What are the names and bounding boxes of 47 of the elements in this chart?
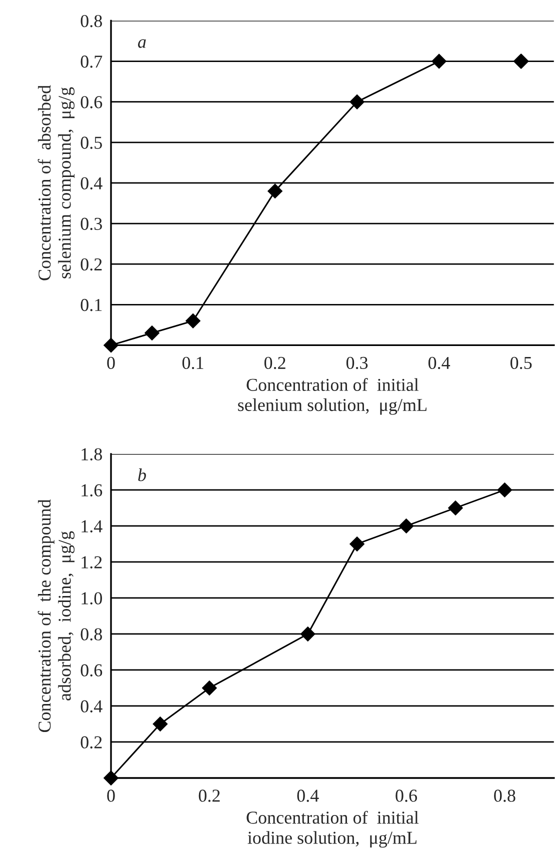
point xyxy=(268,184,282,198)
point xyxy=(202,680,217,696)
x-tick-label: 0.2 xyxy=(198,790,220,802)
x-tick-label: 0 xyxy=(107,356,115,370)
point xyxy=(398,518,414,534)
annotation: a xyxy=(138,39,146,48)
y-tick-label: 0.4 xyxy=(80,700,102,713)
y-tick-label: 0.4 xyxy=(80,177,102,190)
x-tick-label: 0.4 xyxy=(428,356,450,370)
y-tick-label: 0.6 xyxy=(80,96,102,108)
y-tick-label: 0.7 xyxy=(80,56,102,68)
y-tick-label: 0.8 xyxy=(80,628,102,640)
y-tick-label: 0.2 xyxy=(80,258,102,271)
point xyxy=(300,626,316,642)
x-tick-label: 0.3 xyxy=(346,356,368,370)
y-tick-label: 1.4 xyxy=(82,520,102,532)
x-tick-label: 0 xyxy=(107,790,115,802)
x-tick-label: 0.8 xyxy=(494,790,516,802)
point xyxy=(144,326,160,340)
y-tick-label: 1.2 xyxy=(82,556,102,568)
point xyxy=(186,313,200,328)
y-axis-title: Concentration of absorbed selenium compound, μg/g xyxy=(38,85,75,280)
y-tick-label: 0.5 xyxy=(80,136,102,149)
point xyxy=(350,536,364,552)
y-axis-title: Concentration of the compound adsorbed, iodine, μg/g xyxy=(38,499,75,732)
y-tick-label: 0.6 xyxy=(80,664,102,676)
point xyxy=(152,716,168,732)
y-tick-label: 0.3 xyxy=(80,218,102,230)
y-tick-label: 1.6 xyxy=(82,484,102,496)
x-axis-title: Concentration of initial selenium solution, μg/mL xyxy=(238,378,426,415)
y-tick-label: 0.8 xyxy=(80,14,102,28)
point xyxy=(350,94,364,110)
y-tick-label: 1.0 xyxy=(82,592,102,604)
x-axis-title: Concentration of initial iodine solution, μg/mL xyxy=(246,810,419,848)
y-tick-label: 1.8 xyxy=(82,448,102,460)
point xyxy=(432,54,446,69)
annotation: b xyxy=(138,468,146,482)
y-tick-label: 0.2 xyxy=(80,736,102,749)
point xyxy=(448,500,463,516)
x-tick-label: 0.1 xyxy=(182,356,204,370)
point xyxy=(497,482,512,498)
x-tick-label: 0.5 xyxy=(510,356,532,370)
point xyxy=(514,54,529,69)
x-tick-label: 0.2 xyxy=(264,356,286,370)
x-tick-label: 0.6 xyxy=(396,790,418,802)
x-tick-label: 0.4 xyxy=(297,790,319,802)
y-tick-label: 0.1 xyxy=(80,298,102,312)
